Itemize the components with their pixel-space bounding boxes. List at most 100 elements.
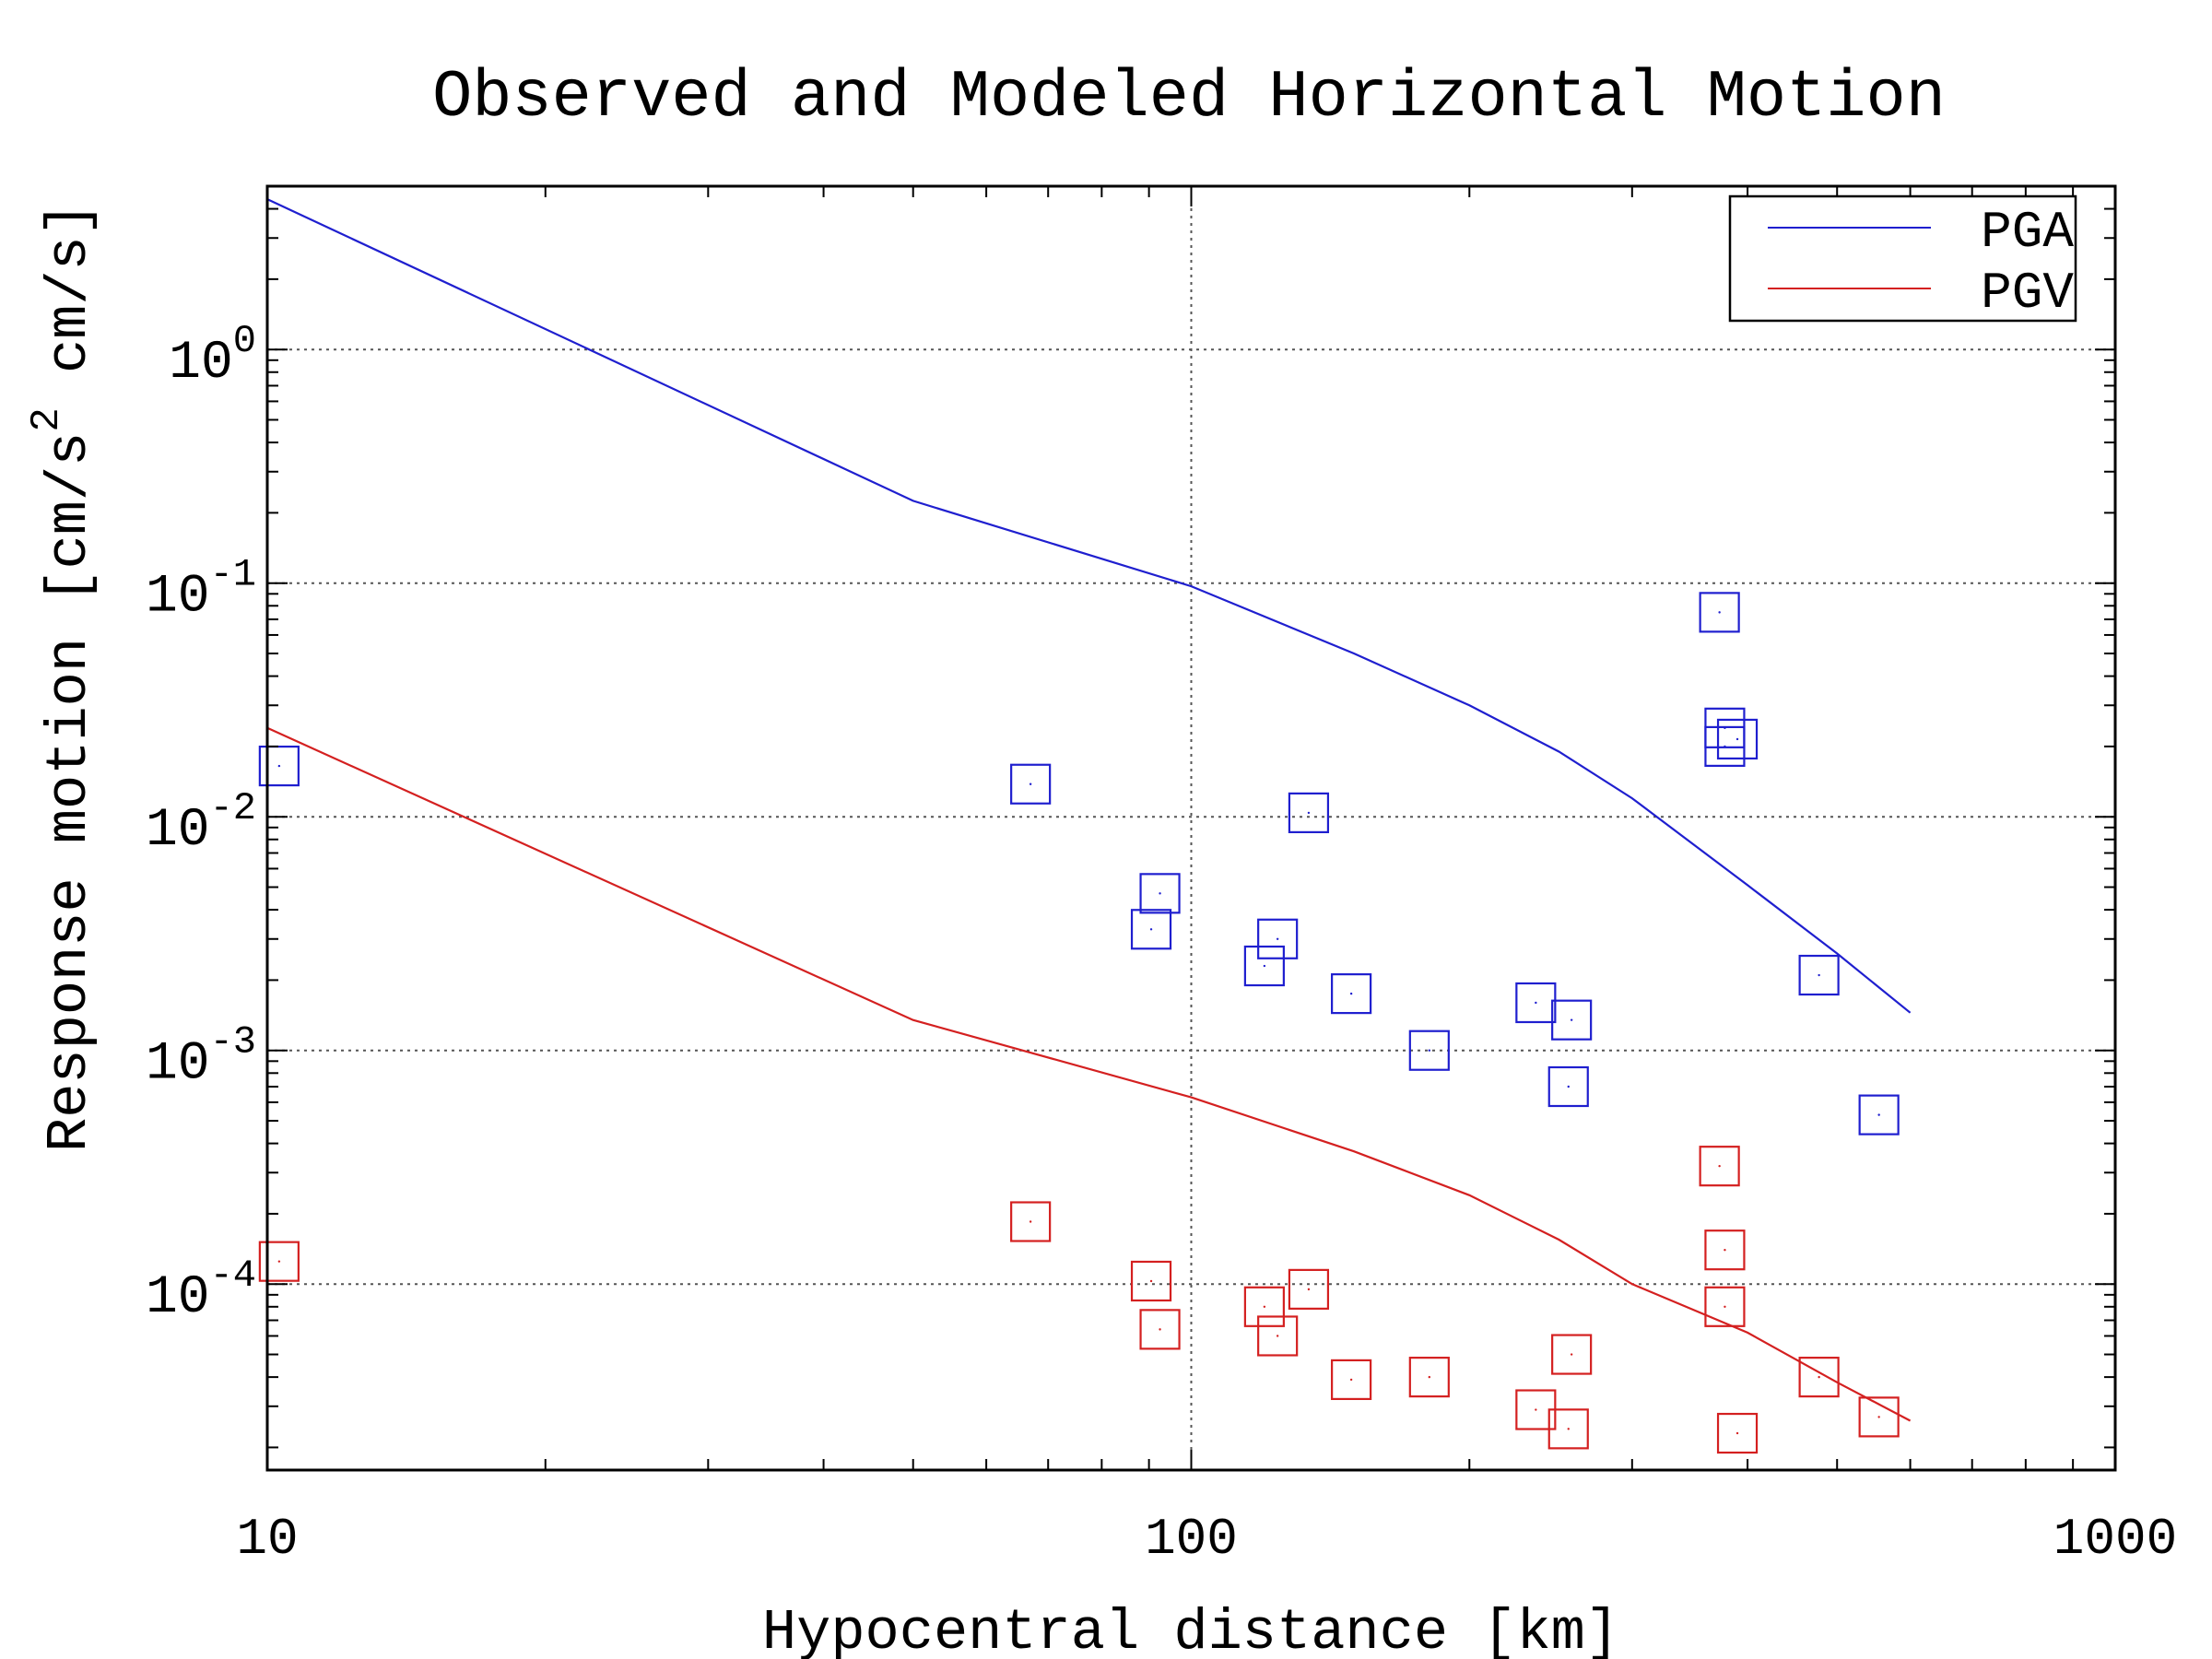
model-line-pga (266, 198, 1912, 1014)
x-tick-label: 100 (1145, 1510, 1238, 1569)
observed-point-pga (1547, 1065, 1589, 1108)
observed-point-pgv (1408, 1357, 1450, 1398)
y-tick-label: 10-1 (146, 553, 256, 628)
y-tick-label: 10-3 (146, 1020, 256, 1095)
y-tick-label: 100 (169, 319, 256, 394)
observed-point-center (1276, 1335, 1279, 1337)
observed-point-center (1349, 992, 1353, 995)
observed-point-center (1567, 1085, 1570, 1088)
y-tick-label: 10-4 (146, 1253, 256, 1328)
observed-point-center (1735, 737, 1739, 741)
observed-point-pgv (1010, 1201, 1052, 1242)
observed-point-center (1718, 611, 1721, 614)
observed-point-pga (1408, 1030, 1450, 1071)
observed-point-pgv (1130, 1260, 1172, 1302)
observed-point-center (1149, 928, 1153, 931)
observed-point-center (1735, 1431, 1739, 1435)
observed-point-pgv (1547, 1408, 1589, 1450)
observed-point-center (1349, 1378, 1353, 1382)
y-tick-exponent: -2 (210, 786, 256, 830)
x-tick-label: 10 (236, 1510, 298, 1569)
observed-point-center (1877, 1416, 1880, 1418)
y-tick-exponent: -1 (210, 553, 256, 597)
observed-point-pga (258, 745, 300, 787)
observed-point-center (1724, 1248, 1726, 1252)
observed-point-center (1818, 973, 1820, 977)
observed-point-center (1570, 1018, 1573, 1021)
observed-point-pga (1716, 718, 1759, 760)
observed-point-pga (1130, 909, 1172, 950)
axis-ticks (266, 185, 2115, 1470)
observed-point-pgv (1699, 1146, 1740, 1187)
observed-point-pgv (1551, 1334, 1593, 1375)
y-tick-exponent: -4 (210, 1253, 256, 1298)
legend-label-pgv: PGV (1981, 264, 2074, 323)
y-tick-base: 10 (146, 1268, 210, 1328)
observed-point-pgv (1288, 1268, 1330, 1310)
observed-point-pgv (1704, 1286, 1746, 1327)
observed-point-center (1307, 1288, 1311, 1291)
observed-point-pga (1515, 982, 1557, 1024)
y-axis-label-sup: 2 (24, 407, 70, 431)
observed-point-center (1428, 1375, 1431, 1379)
observed-points (258, 592, 1900, 1454)
observed-point-pgv (1139, 1309, 1181, 1350)
observed-point-pga (1551, 999, 1593, 1041)
observed-point-center (1029, 782, 1032, 785)
observed-point-center (277, 1260, 281, 1263)
observed-point-center (1149, 1279, 1153, 1283)
legend-box (1728, 194, 2077, 323)
observed-point-pgv (1257, 1315, 1299, 1357)
observed-point-center (1535, 1408, 1537, 1411)
observed-point-center (1307, 811, 1311, 815)
y-axis-label-main: Response motion [cm/s (37, 432, 102, 1152)
observed-point-center (277, 764, 281, 768)
observed-point-center (1029, 1220, 1032, 1223)
observed-point-pga (1243, 945, 1285, 987)
observed-point-center (1718, 1164, 1721, 1168)
observed-point-center (1535, 1001, 1537, 1005)
y-tick-base: 10 (146, 568, 210, 628)
y-tick-label: 10-2 (146, 786, 256, 861)
y-axis-label-end: cm/s] (37, 202, 102, 407)
y-axis-label: Response motion [cm/s2 cm/s] (24, 202, 102, 1152)
plot-frame (265, 184, 2117, 1472)
observed-point-center (1724, 726, 1726, 730)
observed-point-center (1877, 1113, 1880, 1116)
y-tick-exponent: 0 (233, 319, 256, 363)
observed-point-center (1818, 1375, 1820, 1379)
y-tick-base: 10 (146, 1035, 210, 1095)
y-tick-base: 10 (146, 801, 210, 861)
observed-point-center (1159, 892, 1161, 895)
x-axis-label: Hypocentral distance [km] (762, 1600, 1619, 1659)
observed-point-pgv (1331, 1359, 1372, 1401)
observed-point-center (1567, 1428, 1570, 1430)
observed-point-pgv (1704, 1230, 1746, 1271)
observed-point-pgv (258, 1241, 300, 1282)
observed-point-center (1263, 1305, 1266, 1309)
observed-point-pga (1704, 707, 1746, 748)
observed-point-pga (1798, 954, 1840, 996)
observed-point-center (1263, 964, 1266, 968)
model-line-pgv (266, 726, 1912, 1422)
observed-point-center (1276, 937, 1279, 940)
legend: PGA PGV (1728, 194, 2077, 323)
observed-point-pgv (1798, 1357, 1840, 1398)
observed-point-center (1570, 1353, 1573, 1356)
legend-label-pga: PGA (1981, 203, 2074, 262)
observed-point-center (1428, 1049, 1431, 1052)
observed-point-pga (1331, 973, 1372, 1015)
observed-point-pga (1010, 763, 1052, 805)
observed-point-pga (1288, 792, 1330, 833)
observed-point-pga (1257, 918, 1299, 959)
observed-point-center (1724, 1305, 1726, 1309)
observed-point-center (1159, 1328, 1161, 1331)
observed-point-pgv (1858, 1396, 1900, 1438)
grid (267, 186, 2115, 1470)
chart-title: Observed and Modeled Horizontal Motion (432, 60, 1946, 135)
y-tick-exponent: -3 (210, 1020, 256, 1065)
observed-point-pgv (1243, 1286, 1285, 1327)
observed-point-pgv (1716, 1412, 1759, 1454)
x-tick-label: 1000 (2053, 1510, 2177, 1569)
